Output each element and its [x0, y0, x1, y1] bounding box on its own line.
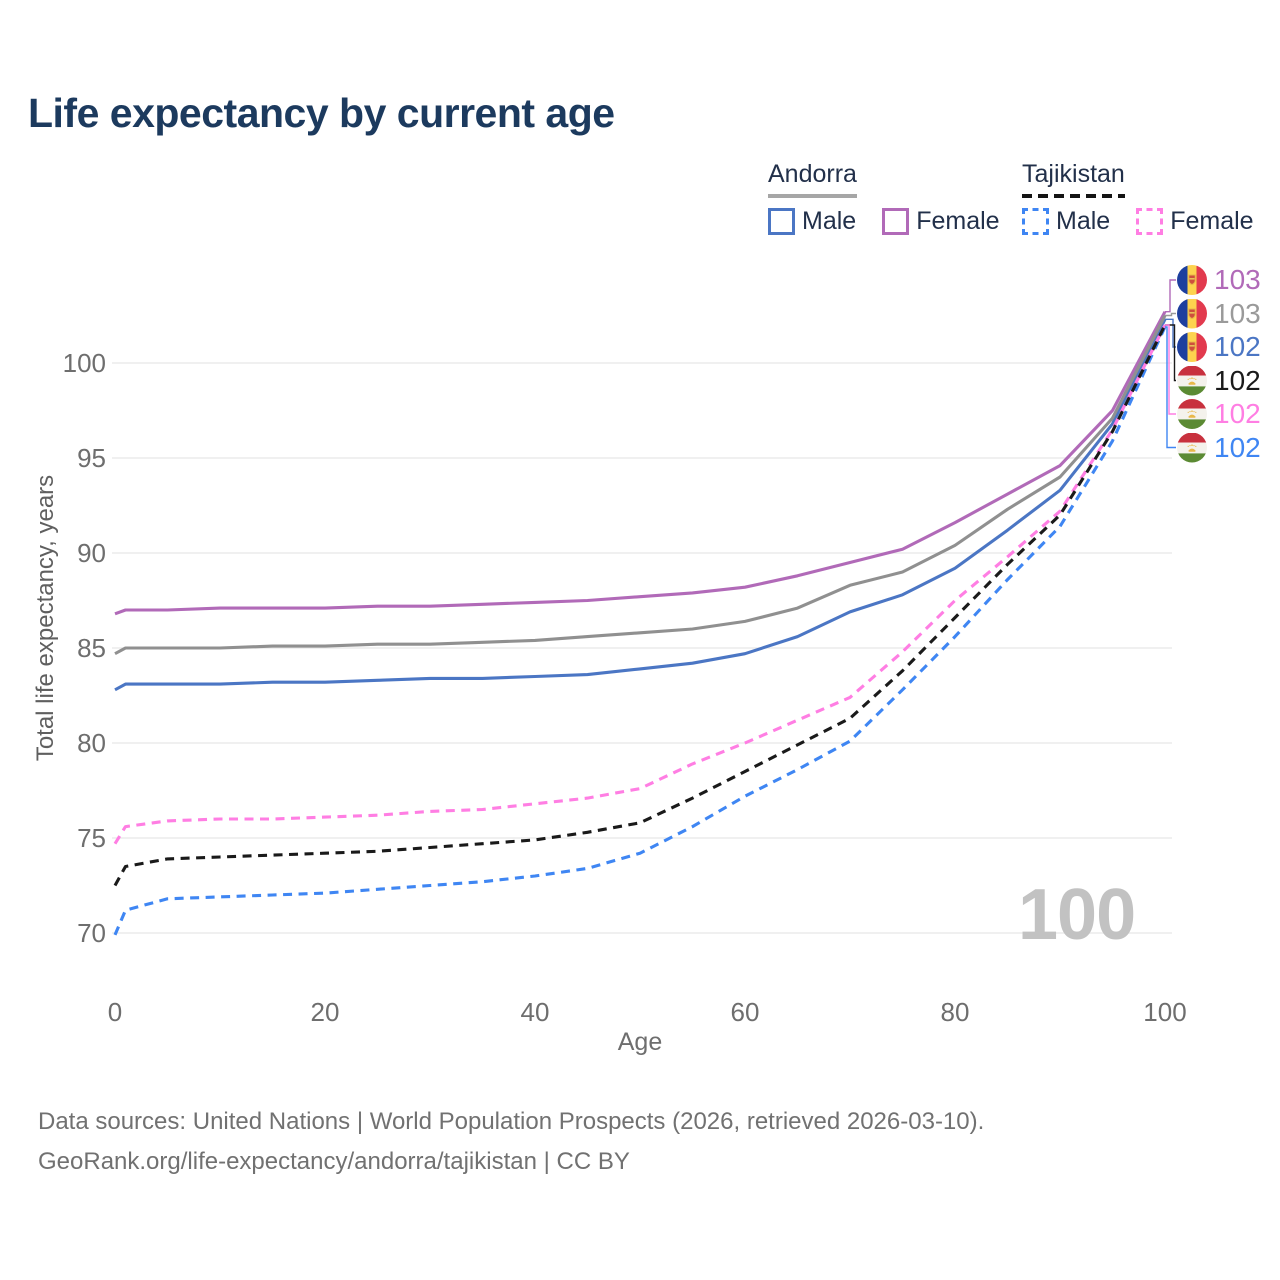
y-tick-label: 95	[77, 443, 106, 473]
x-tick-label: 20	[311, 997, 340, 1027]
tajikistan-female-swatch-icon	[1136, 208, 1164, 235]
x-tick-label: 0	[108, 997, 122, 1027]
legend-country-andorra[interactable]: Andorra	[768, 160, 857, 188]
andorra-line-style-sample	[768, 194, 857, 198]
end-label-tajikistan-male: 102	[1177, 431, 1261, 465]
end-label-value: 103	[1214, 297, 1261, 329]
footer-data-sources: Data sources: United Nations | World Pop…	[38, 1108, 985, 1135]
series-line-andorra-male	[114, 318, 1167, 692]
series-line-tajikistan-male	[113, 326, 1167, 936]
legend-group-tajikistan: Tajikistan Male Female	[1022, 160, 1254, 236]
y-tick-label: 70	[77, 918, 106, 948]
tajikistan-male-swatch-icon	[1022, 208, 1049, 235]
legend-item-andorra-male[interactable]: Male	[768, 207, 856, 236]
series-line-andorra-female	[114, 310, 1167, 616]
age-watermark: 100	[1018, 875, 1136, 955]
end-label-value: 102	[1214, 331, 1261, 362]
y-tick-label: 90	[77, 538, 106, 568]
page-title: Life expectancy by current age	[28, 90, 615, 136]
y-tick-label: 85	[77, 633, 106, 663]
tajikistan-flag-icon	[1177, 399, 1207, 429]
tajikistan-line-style-sample	[1022, 194, 1125, 198]
x-tick-label: 80	[941, 997, 970, 1027]
end-label-value: 102	[1214, 431, 1261, 463]
tajikistan-flag-icon	[1177, 433, 1207, 463]
legend-country-tajikistan[interactable]: Tajikistan	[1022, 160, 1125, 188]
legend-label: Female	[1170, 207, 1254, 235]
x-tick-label: 60	[731, 997, 760, 1027]
end-label-andorra-both-sexes-: 103	[1177, 297, 1261, 331]
series-line-andorra-both-sexes-	[114, 314, 1167, 656]
end-label-value: 102	[1214, 398, 1261, 429]
series-line-tajikistan-both-sexes-	[113, 324, 1167, 887]
legend-label: Male	[802, 207, 857, 235]
andorra-female-swatch-icon	[882, 208, 910, 235]
legend-group-andorra: Andorra Male Female	[768, 160, 1000, 236]
series-line-tajikistan-female	[113, 324, 1167, 845]
y-tick-label: 75	[77, 823, 106, 853]
andorra-male-swatch-icon	[768, 208, 795, 235]
legend-label: Male	[1056, 207, 1111, 235]
andorra-flag-icon	[1177, 299, 1207, 329]
end-label-andorra-male: 102	[1177, 330, 1261, 364]
x-tick-label: 40	[521, 997, 550, 1027]
andorra-flag-icon	[1177, 332, 1207, 362]
legend-item-tajikistan-female[interactable]: Female	[1136, 207, 1254, 236]
x-tick-label: 100	[1143, 997, 1186, 1027]
end-label-tajikistan-female: 102	[1177, 397, 1261, 431]
legend-item-andorra-female[interactable]: Female	[882, 207, 1000, 236]
tajikistan-flag-icon	[1177, 366, 1207, 396]
leader-line	[1165, 324, 1176, 382]
y-tick-label: 80	[77, 728, 106, 758]
y-tick-label: 100	[63, 348, 106, 378]
legend-label: Female	[916, 207, 1000, 235]
andorra-flag-icon	[1177, 265, 1207, 295]
y-axis-label: Total life expectancy, years	[32, 474, 59, 762]
legend-item-tajikistan-male[interactable]: Male	[1022, 207, 1110, 236]
end-label-value: 103	[1214, 264, 1261, 295]
footer-attribution[interactable]: GeoRank.org/life-expectancy/andorra/taji…	[38, 1148, 630, 1175]
x-axis-label: Age	[617, 1028, 663, 1056]
end-label-value: 102	[1214, 364, 1261, 396]
leader-line	[1165, 312, 1176, 317]
end-label-andorra-female: 103	[1177, 263, 1261, 297]
leader-line	[1165, 279, 1176, 313]
leader-line	[1165, 324, 1176, 415]
end-label-tajikistan-both-sexes-: 102	[1177, 364, 1261, 398]
leader-line	[1165, 326, 1176, 449]
